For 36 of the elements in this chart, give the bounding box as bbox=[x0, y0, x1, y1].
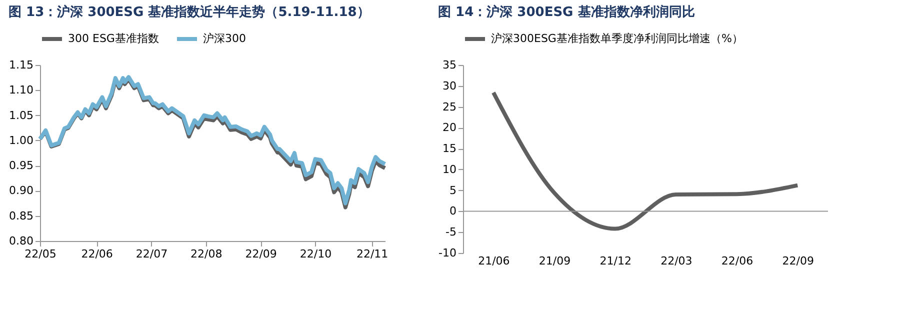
y-tick-label: 15 bbox=[442, 142, 456, 156]
y-tick-label: 0.95 bbox=[9, 159, 34, 172]
x-tick-label: 22/11 bbox=[356, 248, 388, 260]
x-tick-label: 22/06 bbox=[81, 248, 113, 260]
x-tick-label: 22/10 bbox=[300, 248, 332, 260]
x-tick-label: 21/12 bbox=[600, 254, 632, 268]
y-tick-label: 0.90 bbox=[9, 184, 34, 198]
y-tick-label: 0 bbox=[450, 204, 456, 218]
chart-title: 图 14：沪深 300ESG 基准指数净利润同比 bbox=[438, 4, 695, 20]
x-tick-label: 22/09 bbox=[782, 254, 814, 268]
x-tick-label: 22/07 bbox=[136, 248, 168, 260]
y-tick-label: 20 bbox=[442, 121, 456, 134]
y-tick-label: 1.15 bbox=[9, 58, 34, 72]
y-tick-label: 10 bbox=[442, 162, 456, 176]
y-tick-label: 5 bbox=[450, 184, 456, 197]
x-tick-label: 22/08 bbox=[190, 248, 222, 260]
y-tick-label: 30 bbox=[442, 79, 456, 92]
y-tick-label: 0.85 bbox=[9, 209, 34, 222]
y-tick-label: 1.00 bbox=[9, 134, 34, 147]
legend-label: 沪深300ESG基准指数单季度净利润同比增速（%） bbox=[491, 32, 743, 45]
x-tick-label: 22/09 bbox=[245, 248, 277, 260]
legend-label: 沪深300 bbox=[203, 32, 246, 45]
legend-label: 300 ESG基准指数 bbox=[68, 32, 159, 45]
x-tick-label: 22/06 bbox=[721, 254, 754, 268]
y-tick-label: -10 bbox=[438, 246, 456, 260]
y-tick-label: 35 bbox=[442, 58, 456, 72]
y-tick-label: 0.80 bbox=[9, 234, 34, 248]
x-tick-label: 22/05 bbox=[24, 248, 56, 260]
y-tick-label: 1.05 bbox=[9, 108, 34, 122]
y-tick-label: 25 bbox=[442, 100, 456, 114]
y-tick-label: -5 bbox=[446, 226, 456, 239]
x-tick-label: 22/03 bbox=[660, 254, 692, 268]
y-tick-label: 1.10 bbox=[9, 84, 34, 97]
x-tick-label: 21/06 bbox=[478, 254, 510, 268]
x-tick-label: 21/09 bbox=[538, 254, 571, 268]
chart-title: 图 13：沪深 300ESG 基准指数近半年走势（5.19-11.18） bbox=[8, 4, 370, 20]
